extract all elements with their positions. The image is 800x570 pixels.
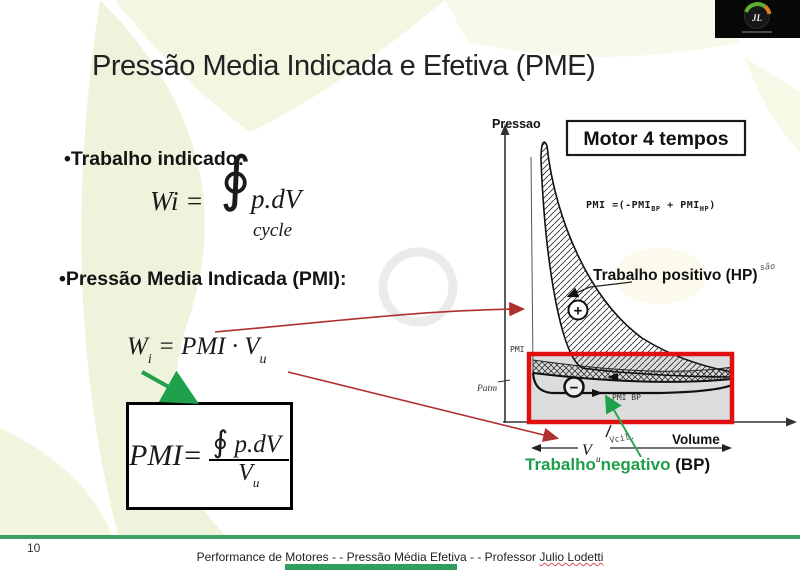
pressure-axis-arrow-icon xyxy=(500,124,510,135)
logo-initials: JL xyxy=(751,13,763,23)
footer-text: Performance de Motores - - Pressão Média… xyxy=(0,550,800,564)
footer-course: Performance de Motores - - Pressão Média… xyxy=(196,550,540,564)
pmi-tick-label: PMI xyxy=(510,345,525,354)
positive-work-lobe xyxy=(540,141,733,378)
pv-diagram: + − Motor 4 tempos Pressao Volume PMI =(… xyxy=(476,117,797,474)
footer-accent-bar xyxy=(285,564,457,570)
contour-integral-symbol: ∮ xyxy=(220,144,252,214)
bullet-pressao-media: •Pressão Media Indicada (PMI): xyxy=(59,268,346,291)
plus-sign: + xyxy=(574,303,583,320)
formula1-integrand: p.dV xyxy=(251,184,302,214)
fbox-den-v: V xyxy=(238,460,253,486)
formula-work-indicated: Wi = ∮ cycle p.dV xyxy=(150,146,350,247)
page-number: 10 xyxy=(27,541,41,555)
f2-w-subscript: i xyxy=(147,352,152,367)
patm-tick xyxy=(497,379,511,383)
bullet-glyph: • xyxy=(64,148,71,170)
formula-wi-pmi-vu: Wi = PMI · Vu xyxy=(127,333,267,367)
engine-type-label: Motor 4 tempos xyxy=(583,128,728,150)
vu-subscript: u xyxy=(596,454,601,464)
patm-tick-label: Patm xyxy=(476,384,497,394)
contour-integral-symbol: ∮ xyxy=(212,425,229,460)
volume-axis-label: Volume xyxy=(672,432,720,447)
f2-w: W xyxy=(127,333,148,360)
brand-logo: JL xyxy=(715,0,800,38)
watermark-ring xyxy=(378,247,458,327)
gauge-logo-icon: JL xyxy=(742,2,772,33)
bullet1-label: Trabalho indicado: xyxy=(70,148,245,170)
volume-axis-arrow-icon xyxy=(786,417,797,427)
bullet-trabalho-indicado: •Trabalho indicado: xyxy=(64,148,244,171)
handwritten-note: são xyxy=(759,262,775,273)
f2-v-subscript: u xyxy=(259,352,267,367)
bullet2-label: Pressão Media Indicada (PMI): xyxy=(65,268,347,290)
fbox-lhs: PMI= xyxy=(129,439,203,472)
fbox-den-sub: u xyxy=(252,475,260,490)
vu-dim-arrow-left-icon xyxy=(531,444,541,452)
flow-arrow-right-icon xyxy=(592,389,603,397)
page-title: Pressão Media Indicada e Efetiva (PME) xyxy=(92,50,596,82)
pmi-bp-label: PMI BP xyxy=(612,393,641,402)
negative-work-label: Trabalho negativo (BP) xyxy=(525,455,710,474)
vu-dim-arrow-right-icon xyxy=(722,444,732,452)
footer-divider xyxy=(0,535,800,539)
vcil-label: Vcil. xyxy=(609,432,636,446)
positive-work-label: Trabalho positivo (HP) xyxy=(593,267,757,284)
positive-work-pointer xyxy=(566,281,633,298)
fbox-num-text: p.dV xyxy=(228,431,281,458)
vu-label: V xyxy=(582,442,594,459)
exhaust-curve xyxy=(532,372,733,383)
footer-professor-name: Julio Lodetti xyxy=(539,550,604,564)
bullet-glyph: • xyxy=(59,268,66,290)
fbox-numerator: ∮ p.dV xyxy=(208,425,289,461)
engine-type-box xyxy=(565,119,747,157)
handwritten-pmi-formula: PMI =(-PMIBP + PMIHP) xyxy=(586,200,716,213)
formula-box-pmi: PMI= ∮ p.dV Vu xyxy=(126,402,293,510)
f2-mid: = PMI · V xyxy=(151,333,260,360)
minus-circle-icon xyxy=(563,376,585,398)
fbox-denominator: Vu xyxy=(238,458,259,490)
minus-sign: − xyxy=(570,380,579,397)
pressure-axis-label: Pressao xyxy=(492,117,541,131)
formula1-cycle-subscript: cycle xyxy=(253,220,293,241)
compression-line xyxy=(530,156,534,371)
fbox-fraction: ∮ p.dV Vu xyxy=(208,425,290,490)
plus-circle-icon xyxy=(567,299,589,321)
formula1-lhs: Wi = xyxy=(150,186,204,216)
flow-arrow-left-icon xyxy=(607,373,618,381)
